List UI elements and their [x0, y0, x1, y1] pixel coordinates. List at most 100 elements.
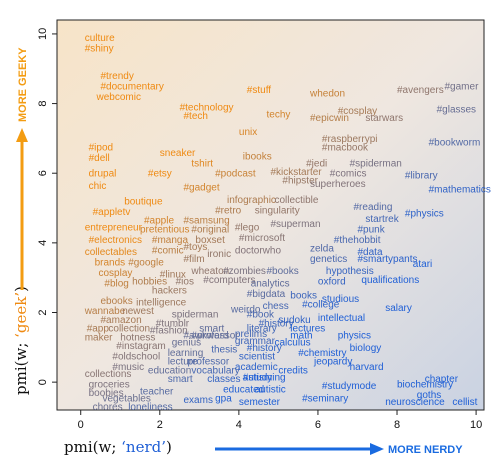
y-axis-term: ‘geek’	[12, 292, 30, 338]
word-point: #spiderman	[350, 158, 402, 169]
word-point: physics	[338, 331, 371, 342]
word-point: autism	[243, 372, 272, 383]
word-point: starwars	[365, 113, 403, 124]
word-point: #samsung	[184, 216, 230, 227]
x-tick-label: 4	[236, 419, 242, 431]
word-point: #zombies	[223, 266, 266, 277]
word-point: #dell	[89, 153, 110, 164]
word-point: #trendy	[101, 71, 134, 82]
word-point: whedon	[309, 89, 345, 100]
word-point: cosplay	[99, 268, 133, 279]
word-point: #linux	[160, 270, 186, 281]
word-point: #ipod	[89, 143, 113, 154]
word-point: scientist	[239, 352, 275, 363]
word-point: cellist	[452, 397, 477, 408]
word-point: #history	[247, 343, 282, 354]
word-point: webcomic	[96, 92, 141, 103]
word-point: #jedi	[306, 158, 327, 169]
word-point: #podcast	[215, 169, 256, 180]
word-point: wheaton	[190, 266, 229, 277]
word-point: credits	[278, 365, 307, 376]
word-point: #comics	[330, 169, 367, 180]
word-point: intellectual	[318, 313, 365, 324]
word-point: #music	[112, 362, 144, 373]
word-point: drupal	[89, 169, 117, 180]
word-point: vocabulary	[191, 365, 239, 376]
word-point: #physics	[405, 209, 444, 220]
word-point: smart	[199, 324, 224, 335]
word-point: #college	[302, 299, 340, 310]
word-point: neuroscience	[385, 397, 445, 408]
x-tick-label: 0	[78, 419, 84, 431]
word-point: #film	[184, 254, 205, 265]
word-point: tshirt	[191, 158, 213, 169]
word-point: #retro	[215, 205, 242, 216]
x-arrow-label: MORE NERDY	[388, 444, 463, 456]
word-point: #studymode	[322, 381, 377, 392]
word-point: lectures	[290, 324, 325, 335]
word-point: #etsy	[148, 169, 172, 180]
word-point: #fashion	[150, 325, 188, 336]
word-point: prelims	[235, 329, 267, 340]
word-point: #glasses	[437, 104, 476, 115]
word-point: ibooks	[243, 151, 272, 162]
word-point: doctorwho	[235, 245, 282, 256]
word-point: #computers	[203, 275, 255, 286]
word-point: intelligence	[136, 298, 186, 309]
word-point: #amazon	[101, 315, 142, 326]
points-layer: culture#shiny #trendy#documentarywebcomic…	[84, 33, 491, 413]
word-point: chic	[89, 181, 107, 192]
x-tick-label: 10	[470, 419, 482, 431]
word-point: #tumblr	[156, 318, 190, 329]
word-point: #book	[247, 310, 275, 321]
word-point: #data	[358, 247, 383, 258]
word-point: learning	[168, 348, 204, 359]
word-point: vegetables	[103, 393, 151, 404]
word-point: studious	[322, 294, 359, 305]
word-point: genius	[172, 338, 201, 349]
word-point: singularity	[255, 205, 300, 216]
word-point: exams	[184, 395, 213, 406]
word-point: #documentary	[101, 82, 164, 93]
word-point: classes	[207, 374, 240, 385]
word-point: newest	[122, 306, 154, 317]
word-point: #shiny	[85, 43, 114, 54]
word-point: salary	[385, 303, 412, 314]
word-point: #macbook	[322, 143, 369, 154]
word-point: infographic	[227, 195, 276, 206]
word-point: sudoku	[278, 315, 310, 326]
word-point: education	[148, 365, 191, 376]
word-point: chores	[93, 402, 123, 413]
word-point: #chemistry	[298, 348, 346, 359]
word-point: biochemistry	[397, 379, 453, 390]
word-point: collectible	[275, 195, 319, 206]
word-point: #stuff	[247, 85, 271, 96]
x-tick-label: 6	[315, 419, 321, 431]
word-point: ironic	[207, 249, 231, 260]
word-point: collection	[108, 324, 150, 335]
word-point: genetics	[310, 254, 347, 265]
y-tick-label: 2	[37, 309, 49, 315]
word-point: biology	[350, 343, 382, 354]
word-point: thesis	[211, 345, 237, 356]
ticks-layer: 0 2 4 6 8 10 0 2 4 6 8 10	[37, 28, 482, 431]
word-point: #instagram	[116, 341, 165, 352]
word-point: #hipster	[282, 176, 318, 187]
word-point: analytics	[251, 278, 290, 289]
word-point: ebooks	[101, 296, 133, 307]
word-point: #apple	[144, 216, 174, 227]
word-point: harvard	[350, 362, 384, 373]
x-axis-label: pmi(w; ‘nerd’)	[64, 438, 172, 456]
y-tick-label: 10	[37, 28, 49, 40]
word-point: math	[290, 331, 312, 342]
word-point: #history	[259, 318, 294, 329]
word-point: #microsoft	[239, 233, 285, 244]
word-point: #reading	[354, 202, 393, 213]
word-point: #ios	[176, 277, 194, 288]
y-arrow-head	[16, 128, 28, 142]
plot-background	[56, 19, 485, 411]
word-point: wannabe	[84, 306, 126, 317]
word-point: #oldschool	[112, 352, 160, 363]
word-point: calculus	[275, 338, 311, 349]
